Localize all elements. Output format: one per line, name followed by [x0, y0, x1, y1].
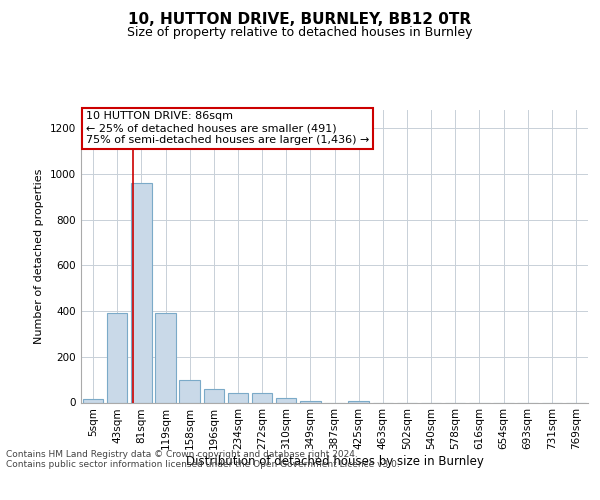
Y-axis label: Number of detached properties: Number of detached properties	[34, 168, 44, 344]
Text: 10, HUTTON DRIVE, BURNLEY, BB12 0TR: 10, HUTTON DRIVE, BURNLEY, BB12 0TR	[128, 12, 472, 28]
Text: Size of property relative to detached houses in Burnley: Size of property relative to detached ho…	[127, 26, 473, 39]
Text: Contains HM Land Registry data © Crown copyright and database right 2024.
Contai: Contains HM Land Registry data © Crown c…	[6, 450, 400, 469]
Bar	[227, 394, 248, 402]
Bar	[203, 389, 224, 402]
Bar	[83, 399, 103, 402]
Bar	[179, 380, 200, 402]
Bar	[155, 314, 176, 402]
X-axis label: Distribution of detached houses by size in Burnley: Distribution of detached houses by size …	[185, 455, 484, 468]
Bar	[107, 314, 127, 402]
Text: 10 HUTTON DRIVE: 86sqm
← 25% of detached houses are smaller (491)
75% of semi-de: 10 HUTTON DRIVE: 86sqm ← 25% of detached…	[86, 112, 370, 144]
Bar	[252, 394, 272, 402]
Bar	[131, 183, 152, 402]
Bar	[276, 398, 296, 402]
